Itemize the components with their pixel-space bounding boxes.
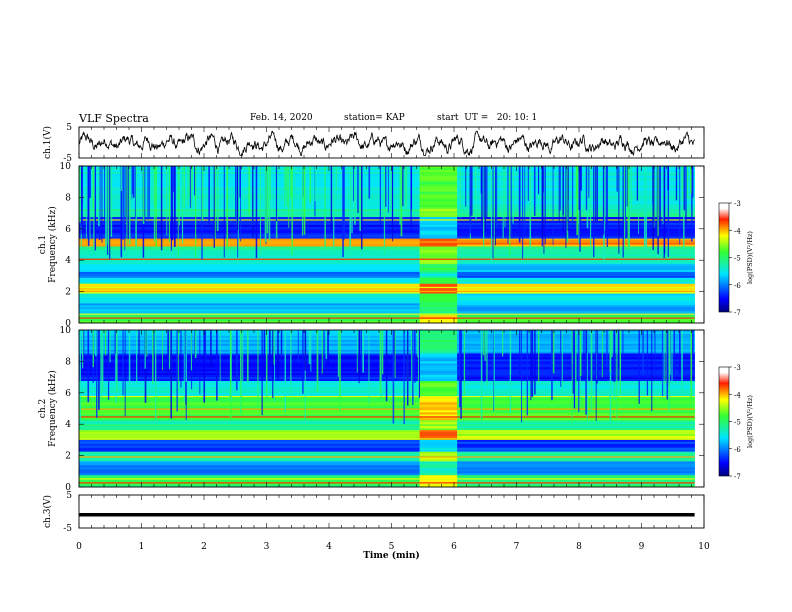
ch1-waveform-line (78, 130, 695, 157)
station-label: station= KAP (344, 113, 405, 123)
ch2-spectrogram-colorbar-tick: -6 (734, 446, 741, 454)
ch1-waveform-ylabel: ch.1(V) (42, 126, 53, 159)
ch2-spectrogram-ylabel-line: Frequency (kHz) (47, 370, 58, 447)
x-tick-label: 3 (264, 542, 270, 552)
x-tick-label: 0 (76, 542, 82, 552)
ch1-spectrogram-image (79, 166, 704, 324)
ch1-ytick-label: 5 (66, 123, 72, 133)
ch1-spectrogram-ylabel-line: ch.1 (38, 235, 48, 254)
ch2-spectrogram-ytick-label: 0 (65, 483, 71, 493)
x-tick-label: 2 (201, 542, 207, 552)
ch2-spectrogram-colorbar-tick: -5 (734, 419, 741, 427)
x-tick-label: 1 (139, 542, 145, 552)
ch3-ytick-label: -5 (63, 524, 72, 534)
ch1-spectrogram-colorbar-tick: -6 (734, 282, 741, 290)
ch1-spectrogram-ytick-label: 8 (65, 193, 71, 203)
ch1-spectrogram-ytick-label: 10 (60, 162, 72, 172)
ch2-spectrogram-ytick-label: 4 (65, 420, 71, 430)
ch2-spectrogram-ylabel: ch.2 Frequency (kHz) (38, 370, 58, 447)
ch2-spectrogram-ytick-label: 8 (65, 357, 71, 367)
x-tick-label: 9 (639, 542, 645, 552)
ch2-spectrogram-colorbar-label: log(PSD)(V²/Hz) (746, 395, 754, 448)
ch1-spectrogram-ytick-label: 4 (65, 256, 71, 266)
ch3-ytick-label: 5 (66, 491, 72, 501)
ch3-waveform-frame (78, 494, 705, 529)
x-tick-label: 7 (514, 542, 520, 552)
start-time-label: start UT = 20: 10: 1 (437, 113, 538, 123)
chart-title: VLF Spectra (79, 112, 149, 125)
ch1-ytick-label: -5 (63, 154, 72, 164)
ch1-spectrogram-ytick-label: 2 (65, 288, 71, 298)
ch1-waveform-frame-ticks (78, 127, 705, 158)
ch2-spectrogram-colorbar-tick: -7 (734, 473, 741, 481)
ch2-spectrogram-frame-ticks (78, 330, 705, 487)
ch2-spectrogram-image (79, 330, 704, 488)
x-axis-label: Time (min) (363, 550, 420, 561)
date-label: Feb. 14, 2020 (250, 113, 313, 123)
ch2-spectrogram-ylabel-line: ch.2 (38, 399, 48, 418)
ch1-spectrogram-colorbar-tick: -7 (734, 309, 741, 317)
ch2-spectrogram-colorbar-tick: -3 (734, 364, 741, 372)
ch1-spectrogram-frame (78, 165, 705, 324)
ch2-spectrogram-frame (78, 329, 705, 488)
ch3-waveform-ylabel: ch.3(V) (42, 495, 53, 528)
ch1-waveform-frame (78, 126, 705, 159)
ch3-waveform-frame-ticks (78, 495, 705, 528)
ch1-spectrogram-colorbar (718, 202, 730, 313)
ch1-spectrogram-ytick-label: 0 (65, 319, 71, 329)
ch2-spectrogram-colorbar-tick: -4 (734, 391, 741, 399)
ch3-waveform-ylabel-line: ch.3(V) (42, 495, 53, 528)
ch1-spectrogram-colorbar-tick: -4 (734, 227, 741, 235)
ch1-spectrogram-colorbar-label: log(PSD)(V²/Hz) (746, 231, 754, 284)
ch1-spectrogram-colorbar-tick: -3 (734, 200, 741, 208)
ch1-spectrogram-frame-ticks (78, 166, 705, 323)
ch1-spectrogram-ytick-label: 6 (65, 225, 71, 235)
ch2-spectrogram-ytick-label: 6 (65, 389, 71, 399)
ch2-spectrogram-ytick-label: 10 (60, 326, 72, 336)
x-tick-label: 5 (389, 542, 395, 552)
ch2-spectrogram-ytick-label: 2 (65, 452, 71, 462)
x-tick-label: 4 (326, 542, 332, 552)
x-tick-label: 6 (451, 542, 457, 552)
x-tick-label: 8 (576, 542, 582, 552)
x-tick-label: 10 (698, 542, 710, 552)
ch1-spectrogram-ylabel-line: Frequency (kHz) (47, 206, 58, 283)
ch1-waveform-ylabel-line: ch.1(V) (42, 126, 53, 159)
ch1-spectrogram-ylabel: ch.1 Frequency (kHz) (38, 206, 58, 283)
ch2-spectrogram-colorbar (718, 366, 730, 477)
ch1-spectrogram-colorbar-tick: -5 (734, 255, 741, 263)
